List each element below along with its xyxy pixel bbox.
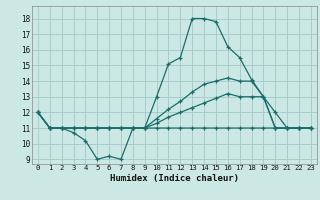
X-axis label: Humidex (Indice chaleur): Humidex (Indice chaleur) bbox=[110, 174, 239, 183]
